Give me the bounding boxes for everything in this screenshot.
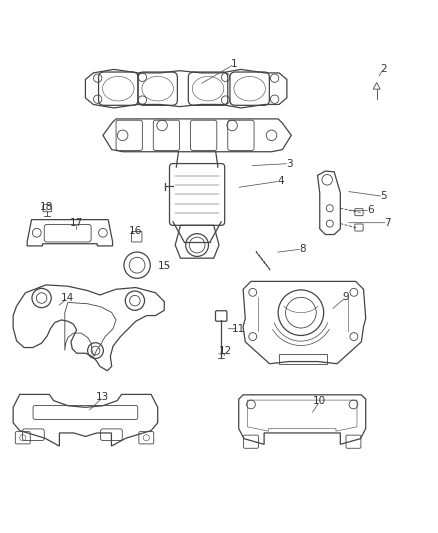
Bar [279,354,328,364]
Text: 5: 5 [380,191,387,201]
Text: 10: 10 [313,397,326,406]
Text: 4: 4 [277,176,284,186]
Text: 9: 9 [343,292,350,302]
Text: 17: 17 [70,217,83,228]
Text: 3: 3 [286,159,293,168]
Text: 15: 15 [158,261,171,271]
Text: 18: 18 [39,203,53,212]
Text: 14: 14 [61,293,74,303]
Text: 11: 11 [232,324,245,334]
Text: 1: 1 [231,59,238,69]
Text: 6: 6 [367,205,374,215]
Text: 16: 16 [129,225,142,236]
Text: 13: 13 [96,392,110,402]
Text: 8: 8 [299,244,306,254]
Text: 12: 12 [219,345,232,356]
Text: 2: 2 [380,64,387,75]
Text: 7: 7 [384,217,391,228]
